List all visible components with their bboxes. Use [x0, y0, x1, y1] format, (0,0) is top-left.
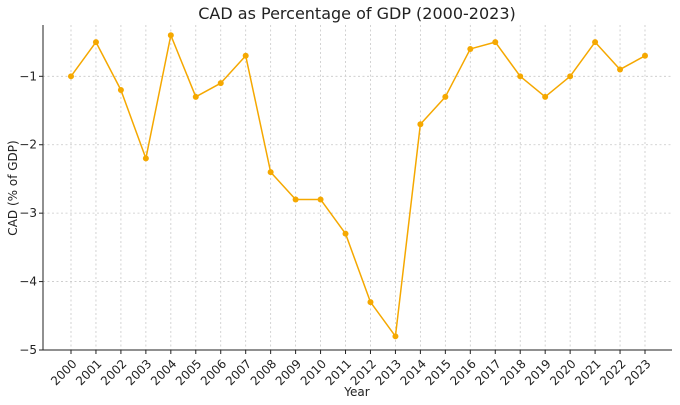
data-point-2007: [242, 52, 249, 59]
chart-title: CAD as Percentage of GDP (2000-2023): [198, 4, 516, 23]
y-tick-label: −1: [19, 69, 37, 83]
data-point-2019: [542, 93, 549, 100]
y-tick-label: −5: [19, 343, 37, 357]
x-tick-label: 2008: [248, 357, 279, 388]
x-tick-label: 2012: [348, 357, 379, 388]
x-tick-label: 2018: [497, 357, 528, 388]
series-line: [70, 34, 646, 338]
x-tick-label: 2023: [622, 357, 653, 388]
data-point-2020: [567, 73, 574, 80]
data-point-2000: [68, 73, 74, 80]
data-point-2001: [92, 39, 99, 46]
data-point-2021: [592, 39, 599, 46]
x-tick-label: 2016: [447, 357, 478, 388]
data-point-2010: [317, 196, 324, 203]
data-point-2008: [267, 169, 274, 176]
x-tick-label: 2003: [123, 357, 154, 388]
y-axis-label: CAD (% of GDP): [6, 140, 20, 235]
x-tick-label: 2004: [148, 357, 179, 388]
data-point-2017: [492, 39, 499, 46]
y-tick-label: −4: [19, 275, 37, 289]
x-tick-label: 2014: [397, 357, 428, 388]
x-tick-label: 2007: [223, 357, 254, 388]
x-tick-label: 2020: [547, 357, 578, 388]
x-tick-label: 2017: [472, 357, 503, 388]
data-point-2018: [517, 73, 524, 80]
data-point-2009: [292, 196, 299, 203]
x-tick-label: 2002: [98, 357, 129, 388]
x-tick-label: 2013: [373, 357, 404, 388]
data-point-2022: [617, 66, 624, 73]
data-point-2011: [342, 230, 349, 237]
y-tick-label: −3: [19, 206, 37, 220]
x-tick-label: 2000: [48, 357, 79, 388]
x-tick-label: 2001: [73, 357, 104, 388]
series-layer: [68, 32, 648, 340]
data-point-2012: [367, 299, 374, 306]
x-tick-label: 2011: [323, 357, 354, 388]
x-tick-label: 2009: [273, 357, 304, 388]
x-tick-label: 2015: [422, 357, 453, 388]
data-point-2015: [442, 93, 449, 100]
x-tick-label: 2022: [597, 357, 628, 388]
grid: [43, 25, 672, 351]
data-point-2004: [167, 32, 174, 39]
x-tick-label: 2019: [522, 357, 553, 388]
y-tick-label: −2: [19, 138, 37, 152]
data-point-2006: [217, 80, 224, 87]
data-point-2014: [417, 121, 424, 128]
x-axis-label: Year: [343, 385, 369, 399]
data-point-2023: [642, 52, 648, 59]
data-point-2002: [117, 87, 124, 93]
x-tick-label: 2006: [198, 357, 229, 388]
data-point-2016: [467, 45, 474, 52]
x-tick-label: 2005: [173, 357, 204, 388]
data-point-2005: [192, 93, 199, 100]
data-point-2013: [392, 333, 399, 340]
data-point-2003: [142, 155, 149, 162]
x-tick-label: 2010: [298, 357, 329, 388]
x-tick-label: 2021: [572, 357, 603, 388]
